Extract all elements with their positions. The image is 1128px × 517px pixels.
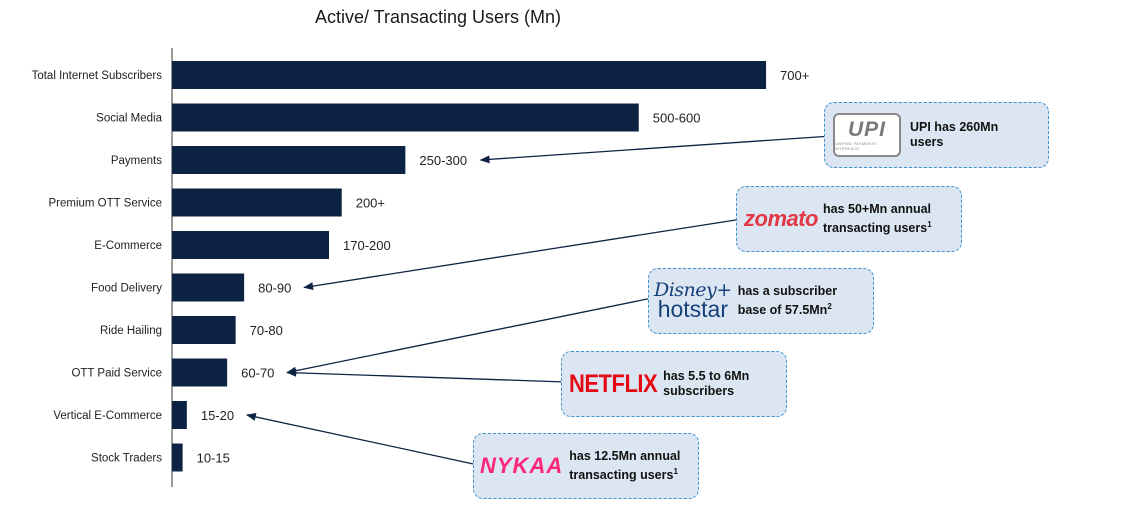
bar-total-internet-subscribers (172, 61, 767, 89)
value-label-premium-ott-service: 200+ (356, 196, 385, 211)
callout-arrow-3 (286, 368, 567, 383)
callout-arrow-4 (245, 412, 479, 466)
nykaa-callout: NYKAA has 12.5Mn annual transacting user… (473, 433, 699, 499)
category-label-stock-traders: Stock Traders (91, 453, 162, 465)
value-label-vertical-e-commerce: 15-20 (201, 408, 234, 423)
zomato-callout-line-2: transacting users1 (823, 219, 932, 236)
zomato-logo: zomato (744, 206, 819, 231)
upi-logo: UPI UNIFIED PAYMENTS INTERFACE (833, 113, 901, 157)
callout-arrow-0 (479, 135, 833, 164)
upi-callout-line-2: users (910, 135, 944, 149)
netflix-callout-line-1: has 5.5 to 6Mn (663, 369, 750, 383)
nykaa-callout-text: has 12.5Mn annual transacting users1 (569, 449, 680, 483)
bar-ride-hailing (172, 316, 236, 344)
netflix-callout-line-2: subscribers (663, 384, 735, 398)
value-label-ride-hailing: 70-80 (250, 323, 283, 338)
value-label-payments: 250-300 (419, 153, 467, 168)
bar-e-commerce (172, 231, 329, 259)
category-label-social-media: Social Media (96, 113, 162, 125)
category-label-food-delivery: Food Delivery (91, 283, 162, 295)
category-label-ott-paid-service: OTT Paid Service (71, 368, 162, 380)
value-label-ott-paid-service: 60-70 (241, 366, 274, 381)
nykaa-callout-line-1: has 12.5Mn annual (569, 448, 681, 463)
hotstar-callout-text: has a subscriber base of 57.5Mn2 (738, 284, 837, 318)
category-label-premium-ott-service: Premium OTT Service (48, 198, 162, 210)
netflix-callout-text: has 5.5 to 6Mn subscribers (663, 369, 749, 399)
bar-premium-ott-service (172, 188, 342, 217)
value-label-social-media: 500-600 (653, 111, 701, 126)
value-label-e-commerce: 170-200 (343, 238, 391, 253)
upi-callout-line-1: UPI has 260Mn (910, 120, 999, 134)
category-label-vertical-e-commerce: Vertical E-Commerce (53, 410, 162, 422)
zomato-callout: zomato has 50+Mn annual transacting user… (736, 186, 962, 252)
footnote-marker: 1 (673, 466, 678, 476)
callout-arrow-2 (286, 295, 663, 375)
value-label-total-internet-subscribers: 700+ (780, 68, 809, 83)
netflix-callout: NETFLIX has 5.5 to 6Mn subscribers (561, 351, 787, 417)
value-label-food-delivery: 80-90 (258, 281, 291, 296)
footnote-marker: 1 (927, 219, 932, 229)
bar-stock-traders (172, 443, 183, 472)
netflix-logo: NETFLIX (569, 369, 658, 398)
upi-callout: UPI UNIFIED PAYMENTS INTERFACE UPI has 2… (824, 102, 1049, 168)
zomato-callout-text: has 50+Mn annual transacting users1 (823, 202, 932, 236)
category-label-e-commerce: E-Commerce (94, 240, 162, 252)
category-label-total-internet-subscribers: Total Internet Subscribers (32, 70, 163, 82)
upi-callout-text: UPI has 260Mn users (910, 120, 998, 150)
disney-logo-word: Disney+ (654, 279, 732, 301)
upi-logo-subtitle: UNIFIED PAYMENTS INTERFACE (835, 141, 877, 151)
bar-ott-paid-service (172, 358, 228, 387)
callout-arrows (245, 135, 833, 466)
upi-logo-word: UPI (847, 118, 886, 141)
value-label-stock-traders: 10-15 (197, 451, 230, 466)
bar-food-delivery (172, 273, 245, 302)
bar-social-media (172, 103, 639, 132)
category-label-ride-hailing: Ride Hailing (100, 325, 162, 337)
nykaa-logo: NYKAA (480, 453, 564, 478)
hotstar-callout: Disney+ hotstar has a subscriber base of… (648, 268, 874, 334)
nykaa-callout-line-2: transacting users1 (569, 466, 678, 483)
bar-payments (172, 146, 406, 174)
bars-group: Total Internet Subscribers 700+ Social Med… (32, 61, 809, 472)
disney-hotstar-logo: Disney+ hotstar (654, 281, 732, 321)
category-label-payments: Payments (111, 155, 162, 167)
chart-title: Active/ Transacting Users (Mn) (315, 7, 561, 27)
bar-vertical-e-commerce (172, 401, 187, 429)
zomato-callout-line-1: has 50+Mn annual (823, 201, 932, 216)
callout-arrow-1 (303, 218, 743, 291)
hotstar-callout-line-2: base of 57.5Mn2 (737, 301, 832, 318)
hotstar-logo-word: hotstar (657, 296, 729, 322)
hotstar-callout-line-1: has a subscriber (737, 283, 838, 298)
footnote-marker: 2 (827, 301, 832, 311)
